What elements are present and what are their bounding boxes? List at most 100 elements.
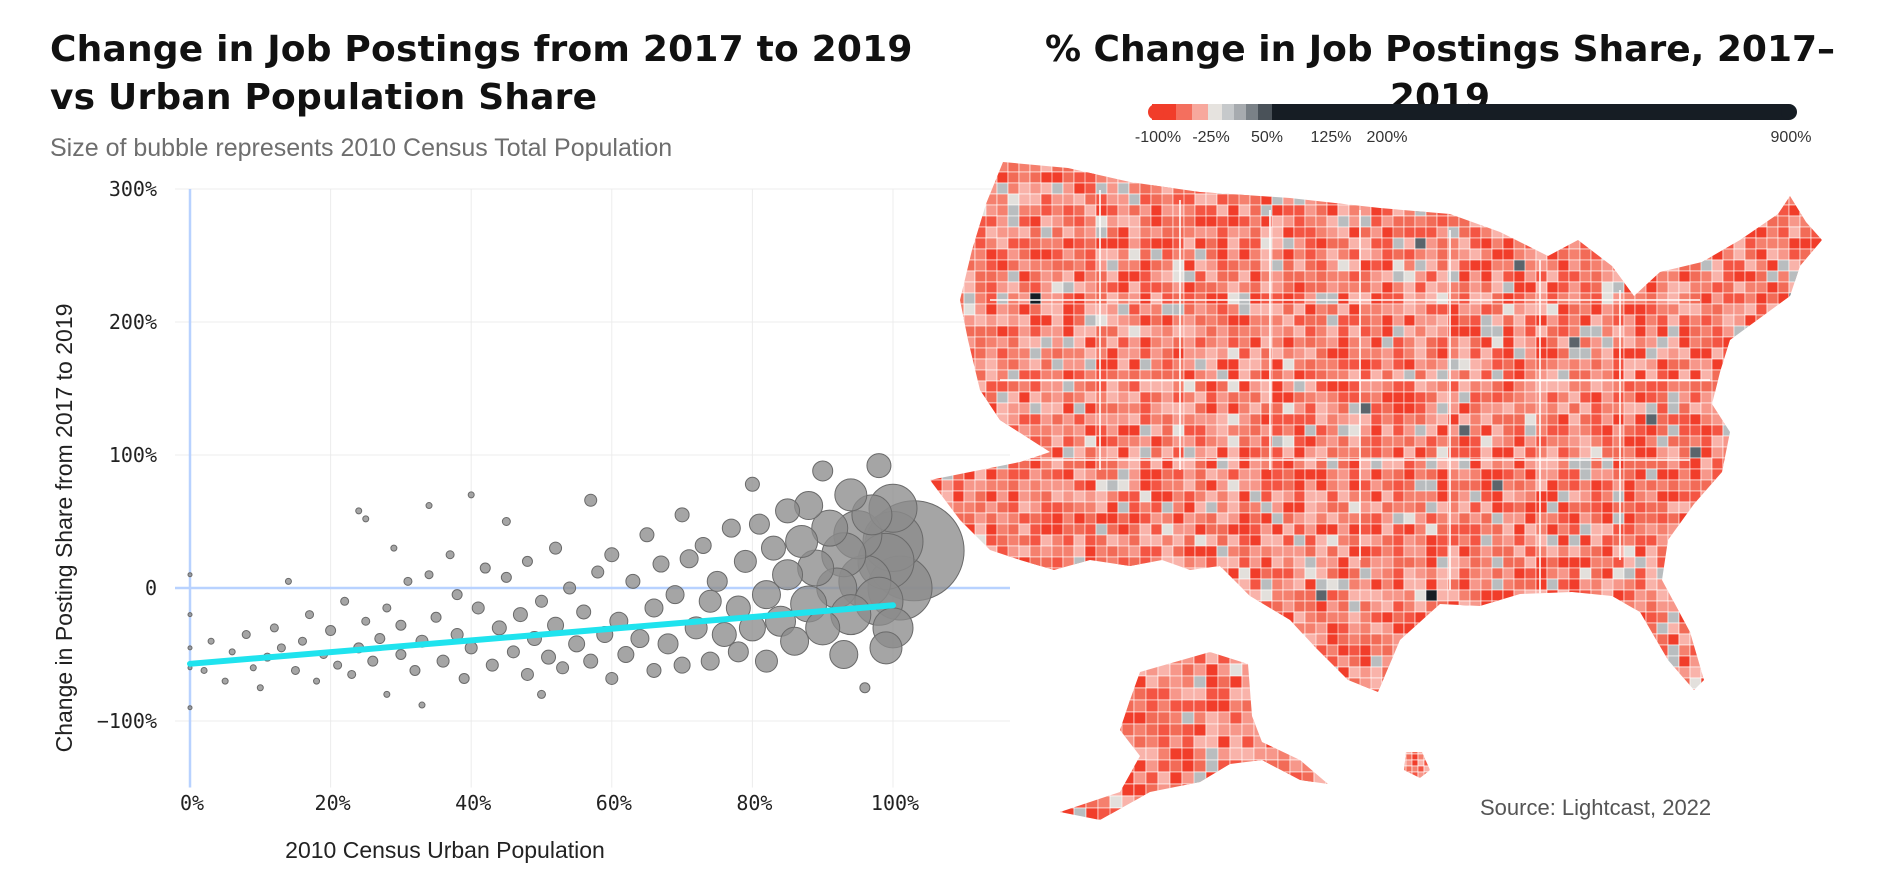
county-cell [1701, 150, 1712, 161]
county-cell [1193, 771, 1207, 785]
county-cell [1337, 501, 1350, 514]
county-cell [1788, 578, 1801, 591]
county-cell [1205, 578, 1218, 591]
county-cell [1623, 446, 1636, 459]
county-cell [1161, 501, 1174, 514]
county-cell [1172, 600, 1185, 613]
county-cell [1128, 655, 1141, 668]
county-cell [1481, 150, 1492, 161]
county-cell [1216, 171, 1240, 184]
county-cell [1667, 611, 1680, 624]
data-bubble [403, 576, 413, 586]
county-cell [1095, 578, 1108, 591]
county-cell [1425, 270, 1438, 283]
data-bubble [467, 491, 475, 499]
county-cell [985, 347, 998, 360]
county-cell [1656, 578, 1669, 591]
county-cell [1265, 652, 1291, 653]
chart-subtitle-left: Size of bubble represents 2010 Census To… [50, 134, 673, 162]
county-cell [930, 336, 943, 349]
county-cell [1645, 556, 1658, 569]
county-cell [985, 512, 998, 525]
county-cell [1458, 468, 1471, 481]
county-cell [1304, 325, 1317, 338]
county-cell [996, 578, 1009, 591]
county-cell [1260, 567, 1273, 580]
county-cell [1095, 314, 1108, 327]
county-cell [1277, 807, 1291, 820]
county-cell [930, 677, 932, 690]
county-cell [1766, 556, 1779, 569]
county-cell [1205, 182, 1229, 195]
county-cell [1359, 556, 1372, 569]
county-cell [1073, 711, 1087, 725]
county-cell [1106, 622, 1119, 635]
county-cell [1436, 281, 1449, 294]
county-cell [1766, 424, 1779, 437]
county-cell [1469, 666, 1493, 679]
county-cell [930, 270, 932, 283]
county-cell [1193, 807, 1207, 820]
county-cell [1536, 150, 1547, 161]
county-cell [930, 424, 954, 437]
county-cell-group [1060, 652, 1350, 820]
county-cell [1338, 736, 1350, 748]
county-cell [1238, 391, 1251, 404]
county-cell [1469, 226, 1482, 239]
county-cell [1678, 215, 1702, 228]
county-cell [1253, 687, 1267, 701]
county-cell [1480, 424, 1493, 437]
county-cell [1480, 237, 1493, 250]
county-cell [1634, 391, 1647, 404]
data-bubble [187, 645, 193, 651]
county-cell [1623, 182, 1636, 195]
county-cell [1271, 358, 1284, 371]
county-cell [1821, 633, 1822, 646]
county-cell [941, 501, 954, 514]
county-cell [1689, 655, 1713, 668]
county-cell [1810, 611, 1822, 624]
county-cell [1117, 358, 1130, 371]
county-cell [1216, 347, 1229, 360]
county-cell [1722, 303, 1735, 316]
county-cell [1241, 795, 1255, 809]
county-cell [1084, 270, 1097, 283]
county-cell [1733, 281, 1746, 294]
county-cell [1535, 270, 1548, 283]
county-cell [1425, 358, 1438, 371]
county-cell [1238, 292, 1251, 305]
county-cell [1084, 413, 1097, 426]
county-cell [1085, 711, 1099, 725]
county-cell [1216, 292, 1229, 305]
county-cell [1217, 687, 1231, 701]
county-cell [1117, 655, 1130, 668]
county-cell [1150, 413, 1163, 426]
county-cell [941, 677, 954, 690]
county-cell [1667, 347, 1680, 360]
county-cell [1051, 578, 1075, 591]
county-cell [985, 204, 998, 217]
county-cell [1546, 600, 1559, 613]
county-cell [1183, 424, 1196, 437]
county-cell [986, 150, 997, 161]
county-cell [1623, 162, 1636, 173]
county-cell [963, 490, 976, 503]
county-cell [1313, 747, 1327, 761]
county-cell [1073, 771, 1099, 785]
county-cell [1579, 248, 1592, 261]
county-cell [1700, 457, 1713, 470]
county-cell [1157, 652, 1171, 665]
county-cell [1513, 523, 1526, 536]
data-bubble [521, 555, 533, 567]
county-cell [1711, 281, 1724, 294]
county-cell-group [930, 150, 1822, 692]
county-cell [1370, 545, 1383, 558]
county-cell [1018, 534, 1031, 547]
county-cell [963, 501, 976, 514]
county-cell [1337, 336, 1350, 349]
county-cell [1238, 468, 1251, 481]
county-cell [1755, 556, 1768, 569]
county-cell [1579, 413, 1592, 426]
county-cell [1502, 578, 1515, 591]
county-cell [1294, 150, 1305, 161]
